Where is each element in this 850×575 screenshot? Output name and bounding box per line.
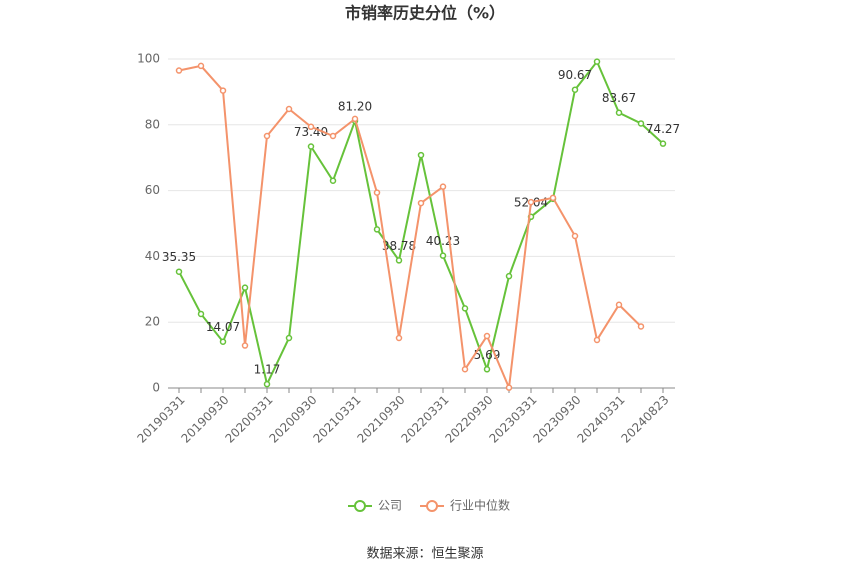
y-tick-label: 80 bbox=[145, 117, 160, 131]
point bbox=[285, 334, 293, 342]
point bbox=[527, 198, 535, 206]
point bbox=[571, 86, 579, 93]
point bbox=[395, 257, 403, 264]
point bbox=[615, 109, 623, 116]
point bbox=[593, 336, 601, 344]
point bbox=[263, 380, 271, 388]
point bbox=[307, 143, 315, 150]
data-label: 1.17 bbox=[254, 363, 281, 377]
legend-marker bbox=[426, 500, 439, 512]
point bbox=[461, 305, 469, 312]
point bbox=[197, 310, 205, 318]
point bbox=[549, 194, 557, 202]
point bbox=[417, 199, 425, 207]
source-note: 数据来源：恒生聚源 bbox=[366, 547, 483, 562]
point bbox=[241, 342, 249, 349]
legend-label: 行业中位数 bbox=[450, 498, 510, 513]
series-line bbox=[178, 64, 642, 392]
point bbox=[351, 115, 359, 123]
point bbox=[571, 232, 579, 240]
point bbox=[329, 177, 337, 184]
data-label: 14.07 bbox=[206, 320, 240, 334]
point bbox=[505, 272, 513, 280]
point bbox=[593, 58, 601, 65]
point bbox=[505, 384, 513, 391]
legend-label: 公司 bbox=[378, 499, 402, 513]
legend-item[interactable]: 行业中位数 bbox=[420, 498, 510, 513]
point bbox=[197, 62, 205, 70]
point bbox=[659, 140, 667, 147]
point bbox=[637, 323, 645, 330]
chart-title: 市销率历史分位（%） bbox=[345, 4, 505, 23]
data-label: 40.23 bbox=[426, 234, 460, 248]
y-tick-label: 40 bbox=[145, 249, 160, 263]
point bbox=[175, 67, 183, 74]
data-label: 38.78 bbox=[382, 239, 416, 253]
point bbox=[219, 87, 227, 94]
point bbox=[329, 132, 337, 140]
legend-item[interactable]: 公司 bbox=[348, 499, 402, 513]
point bbox=[395, 334, 403, 342]
y-tick-label: 60 bbox=[145, 183, 160, 197]
data-label: 83.67 bbox=[602, 91, 636, 105]
series-line bbox=[178, 59, 664, 388]
point bbox=[615, 301, 623, 309]
data-label: 73.40 bbox=[294, 125, 328, 139]
point bbox=[373, 189, 381, 196]
x-tick-label: 20240823 bbox=[619, 393, 672, 446]
data-label: 74.27 bbox=[646, 122, 680, 136]
point bbox=[439, 183, 447, 190]
legend-marker bbox=[354, 500, 366, 512]
point bbox=[285, 105, 293, 113]
point bbox=[637, 120, 645, 127]
point bbox=[241, 284, 249, 291]
point bbox=[483, 332, 491, 340]
data-label: 81.20 bbox=[338, 99, 372, 113]
point bbox=[219, 338, 227, 345]
point bbox=[307, 123, 315, 131]
point bbox=[461, 365, 469, 373]
point bbox=[417, 151, 425, 159]
point bbox=[373, 226, 381, 233]
point bbox=[483, 366, 491, 373]
y-tick-label: 0 bbox=[152, 381, 160, 395]
y-tick-label: 20 bbox=[145, 315, 160, 329]
point bbox=[439, 252, 447, 259]
point bbox=[263, 132, 271, 140]
data-label: 35.35 bbox=[162, 250, 196, 264]
data-label: 90.67 bbox=[558, 68, 592, 82]
y-tick-label: 100 bbox=[137, 52, 160, 66]
point bbox=[175, 268, 183, 275]
